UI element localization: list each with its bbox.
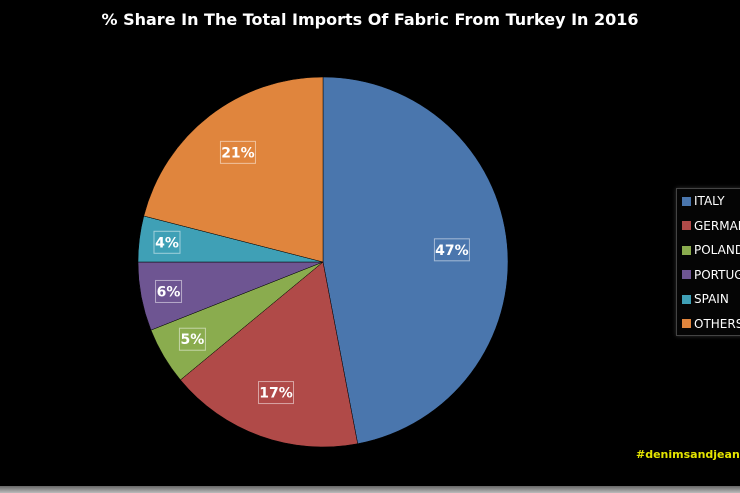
pie-slice-others <box>143 76 324 263</box>
legend-label: PORTUGAL <box>694 267 740 282</box>
legend-swatch <box>682 221 691 231</box>
data-label-spain: 4% <box>153 230 181 254</box>
pie-slice-germany <box>180 261 358 448</box>
legend-item-others: OTHERS <box>682 312 740 336</box>
data-label-germany: 17% <box>258 381 295 405</box>
legend-swatch <box>682 294 691 304</box>
legend-label: GERMANY <box>694 218 740 233</box>
legend-swatch <box>682 245 691 255</box>
legend-label: ITALY <box>694 194 725 209</box>
legend-label: POLAND <box>694 243 740 258</box>
svg-text:4%: 4% <box>155 235 179 251</box>
legend-item-portugal: PORTUGAL <box>682 263 740 288</box>
svg-text:17%: 17% <box>259 386 293 402</box>
svg-text:5%: 5% <box>181 332 205 348</box>
bottom-border <box>0 486 740 493</box>
data-label-poland: 5% <box>178 327 206 351</box>
legend-label: OTHERS <box>694 316 740 331</box>
data-label-portugal: 6% <box>155 279 183 303</box>
data-label-italy: 47% <box>433 238 470 262</box>
svg-text:47%: 47% <box>435 243 469 259</box>
legend-item-spain: SPAIN <box>682 287 740 312</box>
chart-title: % Share In The Total Imports Of Fabric F… <box>101 10 639 29</box>
svg-text:21%: 21% <box>221 145 255 161</box>
legend-item-italy: ITALY <box>682 189 740 214</box>
data-label-others: 21% <box>219 140 256 164</box>
legend-item-germany: GERMANY <box>682 214 740 239</box>
pie-slice-italy <box>322 76 509 445</box>
legend-swatch <box>682 196 691 206</box>
legend-swatch <box>682 319 691 329</box>
svg-text:6%: 6% <box>157 284 181 300</box>
legend: ITALY GERMANY POLAND PORTUGAL SPAIN OTHERS <box>676 188 740 336</box>
legend-label: SPAIN <box>694 292 729 307</box>
legend-swatch <box>682 270 691 280</box>
hashtag-watermark: #denimsandjeans <box>636 448 740 461</box>
legend-item-poland: POLAND <box>682 238 740 263</box>
